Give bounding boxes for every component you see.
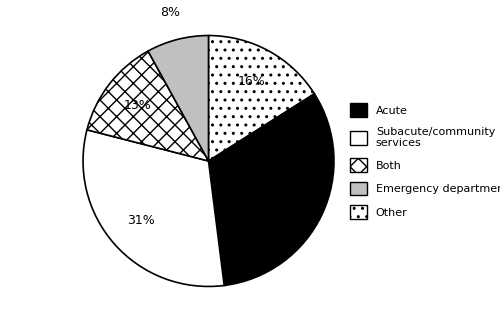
Text: 16%: 16% (238, 75, 266, 88)
Text: 8%: 8% (160, 6, 180, 19)
Wedge shape (83, 130, 224, 287)
Text: 13%: 13% (123, 99, 151, 112)
Text: 32%: 32% (276, 193, 304, 206)
Wedge shape (87, 51, 208, 161)
Wedge shape (208, 35, 314, 161)
Wedge shape (208, 94, 334, 286)
Wedge shape (148, 35, 208, 161)
Text: 31%: 31% (127, 214, 154, 227)
Legend: Acute, Subacute/community
services, Both, Emergency department, Other: Acute, Subacute/community services, Both… (346, 99, 500, 223)
